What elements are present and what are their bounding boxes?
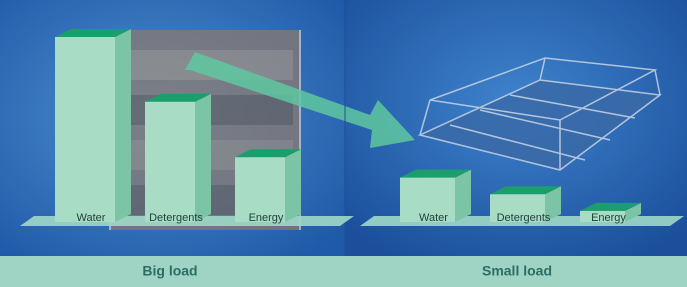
category-label: Energy	[591, 212, 626, 224]
infographic: Water Detergents Energy Big load Water Deterg…	[0, 0, 687, 287]
category-label: Water	[419, 212, 448, 224]
category-label: Detergents	[497, 212, 551, 224]
caption: Big load	[142, 263, 197, 279]
caption: Small load	[482, 263, 552, 279]
category-label: Detergents	[149, 212, 203, 224]
caption-bar	[0, 256, 687, 287]
bar	[145, 94, 211, 222]
bar	[55, 29, 131, 222]
category-label: Energy	[249, 212, 284, 224]
category-label: Water	[77, 212, 106, 224]
